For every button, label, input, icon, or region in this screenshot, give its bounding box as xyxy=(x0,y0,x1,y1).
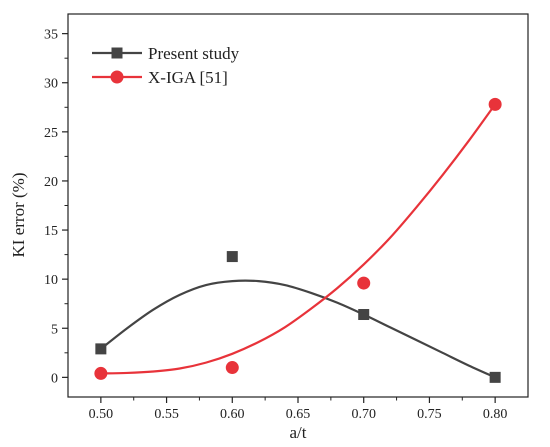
legend-marker-1 xyxy=(110,70,124,84)
series-0-point xyxy=(226,251,238,263)
y-tick-label: 15 xyxy=(44,224,58,239)
series-1-line xyxy=(100,103,497,375)
y-tick-label: 0 xyxy=(51,371,58,386)
y-tick-label: 35 xyxy=(44,28,58,43)
series-0-point xyxy=(358,309,370,321)
series-0-line xyxy=(100,279,496,379)
y-axis-title: KI error (%) xyxy=(9,173,28,258)
legend-label-0: Present study xyxy=(148,44,240,63)
y-tick-label: 25 xyxy=(44,126,58,141)
series-0-point xyxy=(95,343,107,355)
y-tick-label: 30 xyxy=(44,77,58,92)
fit-curves xyxy=(100,103,497,379)
series-1-point xyxy=(225,361,239,375)
x-tick-label: 0.50 xyxy=(89,407,114,422)
legend-label-1: X-IGA [51] xyxy=(148,68,228,87)
x-tick-label: 0.75 xyxy=(417,407,442,422)
x-tick-label: 0.70 xyxy=(351,407,376,422)
series-1-point xyxy=(94,366,108,380)
x-tick-label: 0.55 xyxy=(154,407,179,422)
y-tick-label: 20 xyxy=(44,175,58,190)
plot-frame xyxy=(67,13,529,398)
x-axis-title: a/t xyxy=(290,423,307,442)
x-tick-label: 0.65 xyxy=(286,407,311,422)
series-0-point xyxy=(489,371,501,383)
data-markers xyxy=(94,97,502,383)
series-1-point xyxy=(357,276,371,290)
legend: Present study X-IGA [51] xyxy=(92,44,240,87)
x-tick-label: 0.60 xyxy=(220,407,245,422)
axes: 0.50 0.55 0.60 0.65 0.70 0.75 0.80 0 5 10 15 20 25 30… xyxy=(44,13,529,422)
series-1-point xyxy=(488,97,502,111)
y-tick-label: 10 xyxy=(44,273,58,288)
x-tick-label: 0.80 xyxy=(483,407,508,422)
y-tick-label: 5 xyxy=(51,322,58,337)
legend-marker-0 xyxy=(111,47,123,59)
